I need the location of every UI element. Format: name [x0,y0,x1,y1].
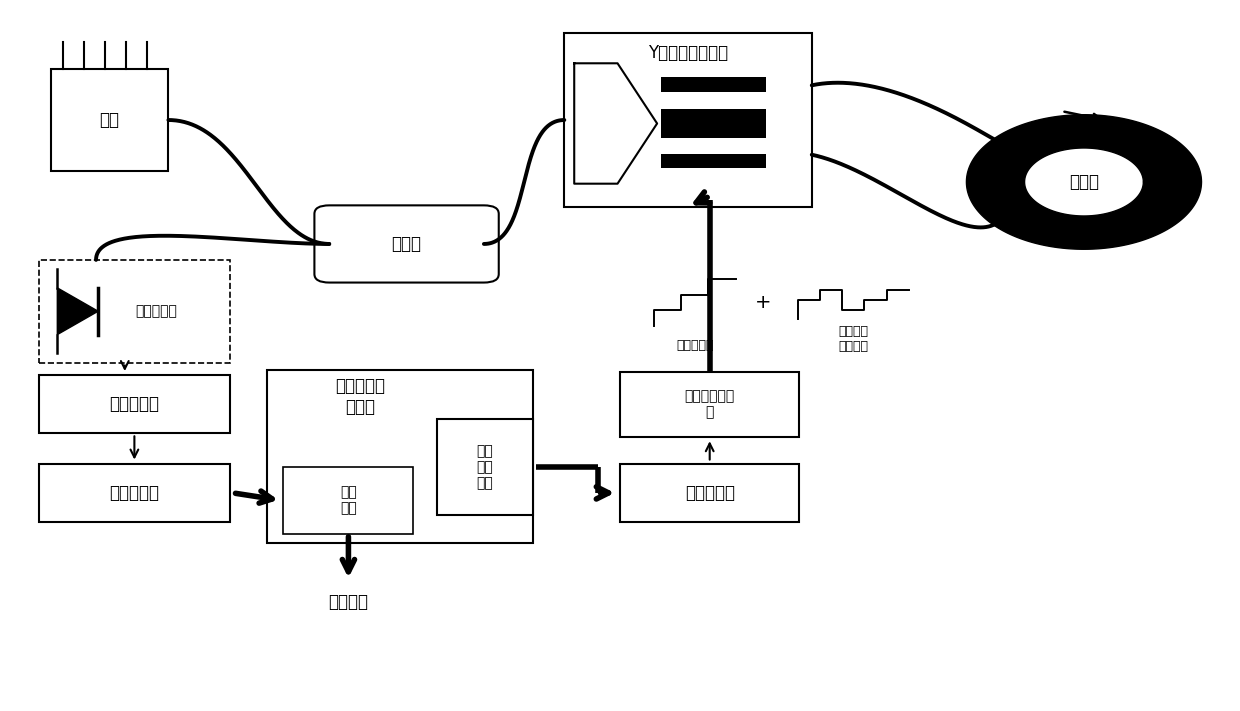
Text: 光电探测器: 光电探测器 [135,304,177,319]
Bar [38,375,231,434]
Text: 解调输出: 解调输出 [329,593,368,611]
Text: Y波导相位调制器: Y波导相位调制器 [649,44,728,62]
Text: 调制
电压
信号: 调制 电压 信号 [476,444,494,491]
Bar [38,464,231,522]
Text: 固定阶梯波: 固定阶梯波 [676,339,713,352]
Text: 耦合器: 耦合器 [392,235,422,253]
FancyBboxPatch shape [315,205,498,282]
Text: 数字信号处
理芯片: 数字信号处 理芯片 [335,377,386,416]
Bar [661,109,766,138]
Bar [564,33,812,207]
Text: 光纤环: 光纤环 [1069,173,1099,191]
Text: 前置放大器: 前置放大器 [109,395,160,413]
Text: 非线性激
发调制波: 非线性激 发调制波 [838,324,868,353]
Bar [38,260,231,363]
Polygon shape [57,288,98,335]
Bar [620,464,800,522]
Text: +: + [755,293,771,312]
Polygon shape [966,114,1202,250]
Text: 模数转换器: 模数转换器 [109,484,160,502]
Text: 光源: 光源 [99,111,119,129]
Bar [51,69,169,171]
Text: 调制波驱动电
路: 调制波驱动电 路 [684,389,735,419]
Text: 解调
信号: 解调 信号 [340,485,357,515]
Polygon shape [574,63,657,183]
Bar [661,154,766,168]
Text: 数模转换器: 数模转换器 [684,484,734,502]
Bar [620,372,800,437]
Bar [661,77,766,92]
Circle shape [1028,150,1140,214]
Bar [268,370,533,543]
Bar [436,419,533,515]
Bar [284,466,413,534]
